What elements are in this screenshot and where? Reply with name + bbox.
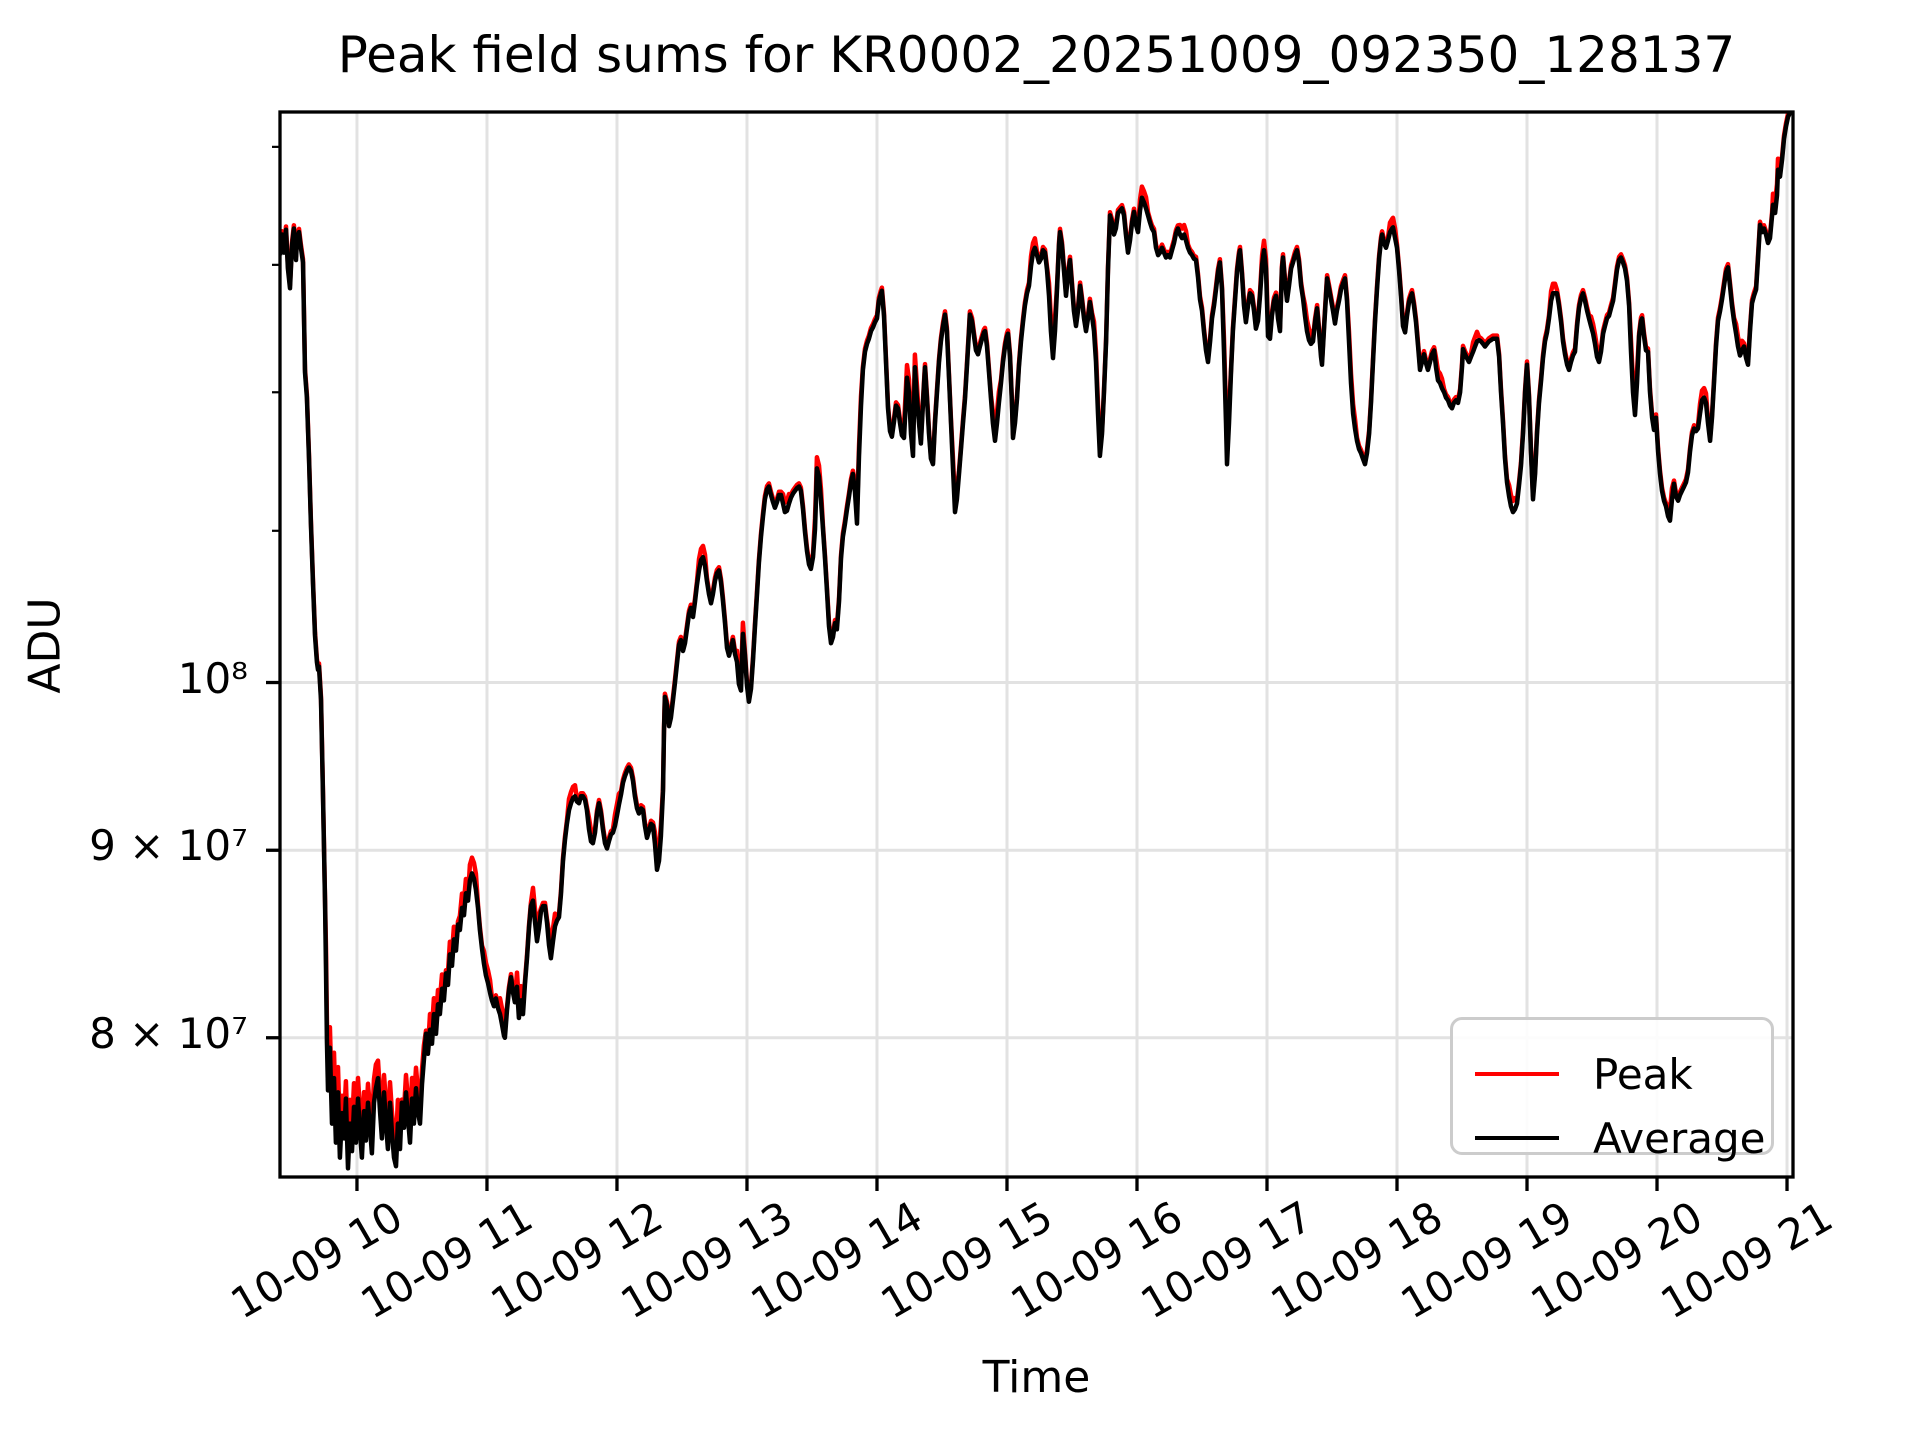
y-tick-label: 8 × 10⁷ (89, 1008, 248, 1058)
legend-entry-average: Average (1453, 1106, 1771, 1170)
legend-label-average: Average (1593, 1113, 1766, 1163)
chart-title: Peak field sums for KR0002_20251009_0923… (337, 26, 1736, 84)
legend: Peak Average (1450, 1017, 1774, 1163)
peak-line-sample (1475, 1072, 1559, 1076)
average-line-sample (1475, 1136, 1559, 1140)
x-axis-label: Time (982, 1352, 1091, 1403)
peak-line (280, 112, 1792, 1147)
legend-label-peak: Peak (1593, 1049, 1693, 1099)
y-tick-label: 9 × 10⁷ (89, 821, 248, 871)
average-line (280, 112, 1793, 1171)
axes-spines (278, 110, 1795, 1179)
y-tick-label: 10⁸ (177, 653, 248, 703)
legend-entry-peak: Peak (1453, 1042, 1771, 1106)
